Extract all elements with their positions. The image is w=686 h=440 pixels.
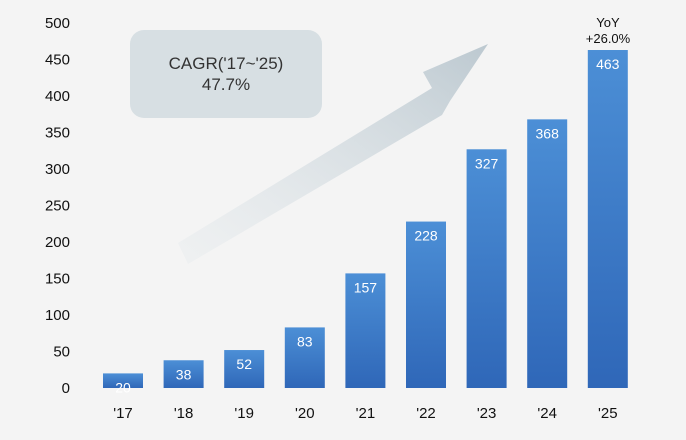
x-tick-label: '24 <box>537 405 557 422</box>
y-tick-label: 200 <box>45 234 70 251</box>
bar-value-label: 38 <box>176 366 192 382</box>
x-tick-label: '21 <box>356 405 376 422</box>
x-tick-label: '23 <box>477 405 497 422</box>
bar <box>103 373 143 388</box>
y-axis: 0 50 100 150 200 250 300 350 400 450 500 <box>45 15 70 397</box>
x-tick-label: '17 <box>113 405 133 422</box>
bar-value-label: 52 <box>236 356 252 372</box>
bar-value-label: 228 <box>414 228 438 244</box>
y-tick-label: 150 <box>45 271 70 288</box>
y-tick-label: 450 <box>45 52 70 69</box>
x-tick-label: '25 <box>598 405 618 422</box>
y-tick-label: 350 <box>45 125 70 142</box>
bar <box>466 149 507 388</box>
x-axis: '17 '18 '19 '20 '21 '22 '23 '24 '25 <box>113 405 617 422</box>
bar <box>284 327 325 388</box>
bar-value-label: 20 <box>115 379 131 395</box>
x-tick-label: '19 <box>234 405 254 422</box>
cagr-value: 47.7% <box>201 75 251 94</box>
yoy-label: YoY <box>596 15 620 30</box>
bar-value-label: 368 <box>536 125 560 141</box>
yoy-annotation: YoY +26.0% <box>586 15 631 46</box>
bars <box>103 50 628 389</box>
bar-value-labels: 20 38 52 83 157 228 327 368 463 <box>115 56 619 395</box>
y-tick-label: 250 <box>45 198 70 215</box>
bar-value-label: 157 <box>354 279 378 295</box>
bar <box>163 360 204 388</box>
yoy-value: +26.0% <box>586 31 631 46</box>
y-tick-label: 100 <box>45 307 70 324</box>
bar <box>406 221 446 388</box>
growth-arrow-icon <box>178 44 488 264</box>
y-tick-label: 50 <box>53 344 70 361</box>
bar <box>527 119 568 389</box>
bar-value-label: 83 <box>297 333 313 349</box>
y-tick-label: 0 <box>62 380 70 397</box>
cagr-callout: CAGR('17~'25) 47.7% <box>130 30 322 118</box>
y-tick-label: 500 <box>45 15 70 32</box>
x-tick-label: '22 <box>416 405 436 422</box>
y-tick-label: 400 <box>45 88 70 105</box>
y-tick-label: 300 <box>45 161 70 178</box>
bar <box>224 350 265 388</box>
x-tick-label: '18 <box>174 405 194 422</box>
x-tick-label: '20 <box>295 405 315 422</box>
bar-value-label: 463 <box>596 56 620 72</box>
bar <box>345 273 386 388</box>
cagr-label: CAGR('17~'25) <box>168 54 284 73</box>
bar <box>587 50 628 388</box>
bar-value-label: 327 <box>475 155 499 171</box>
